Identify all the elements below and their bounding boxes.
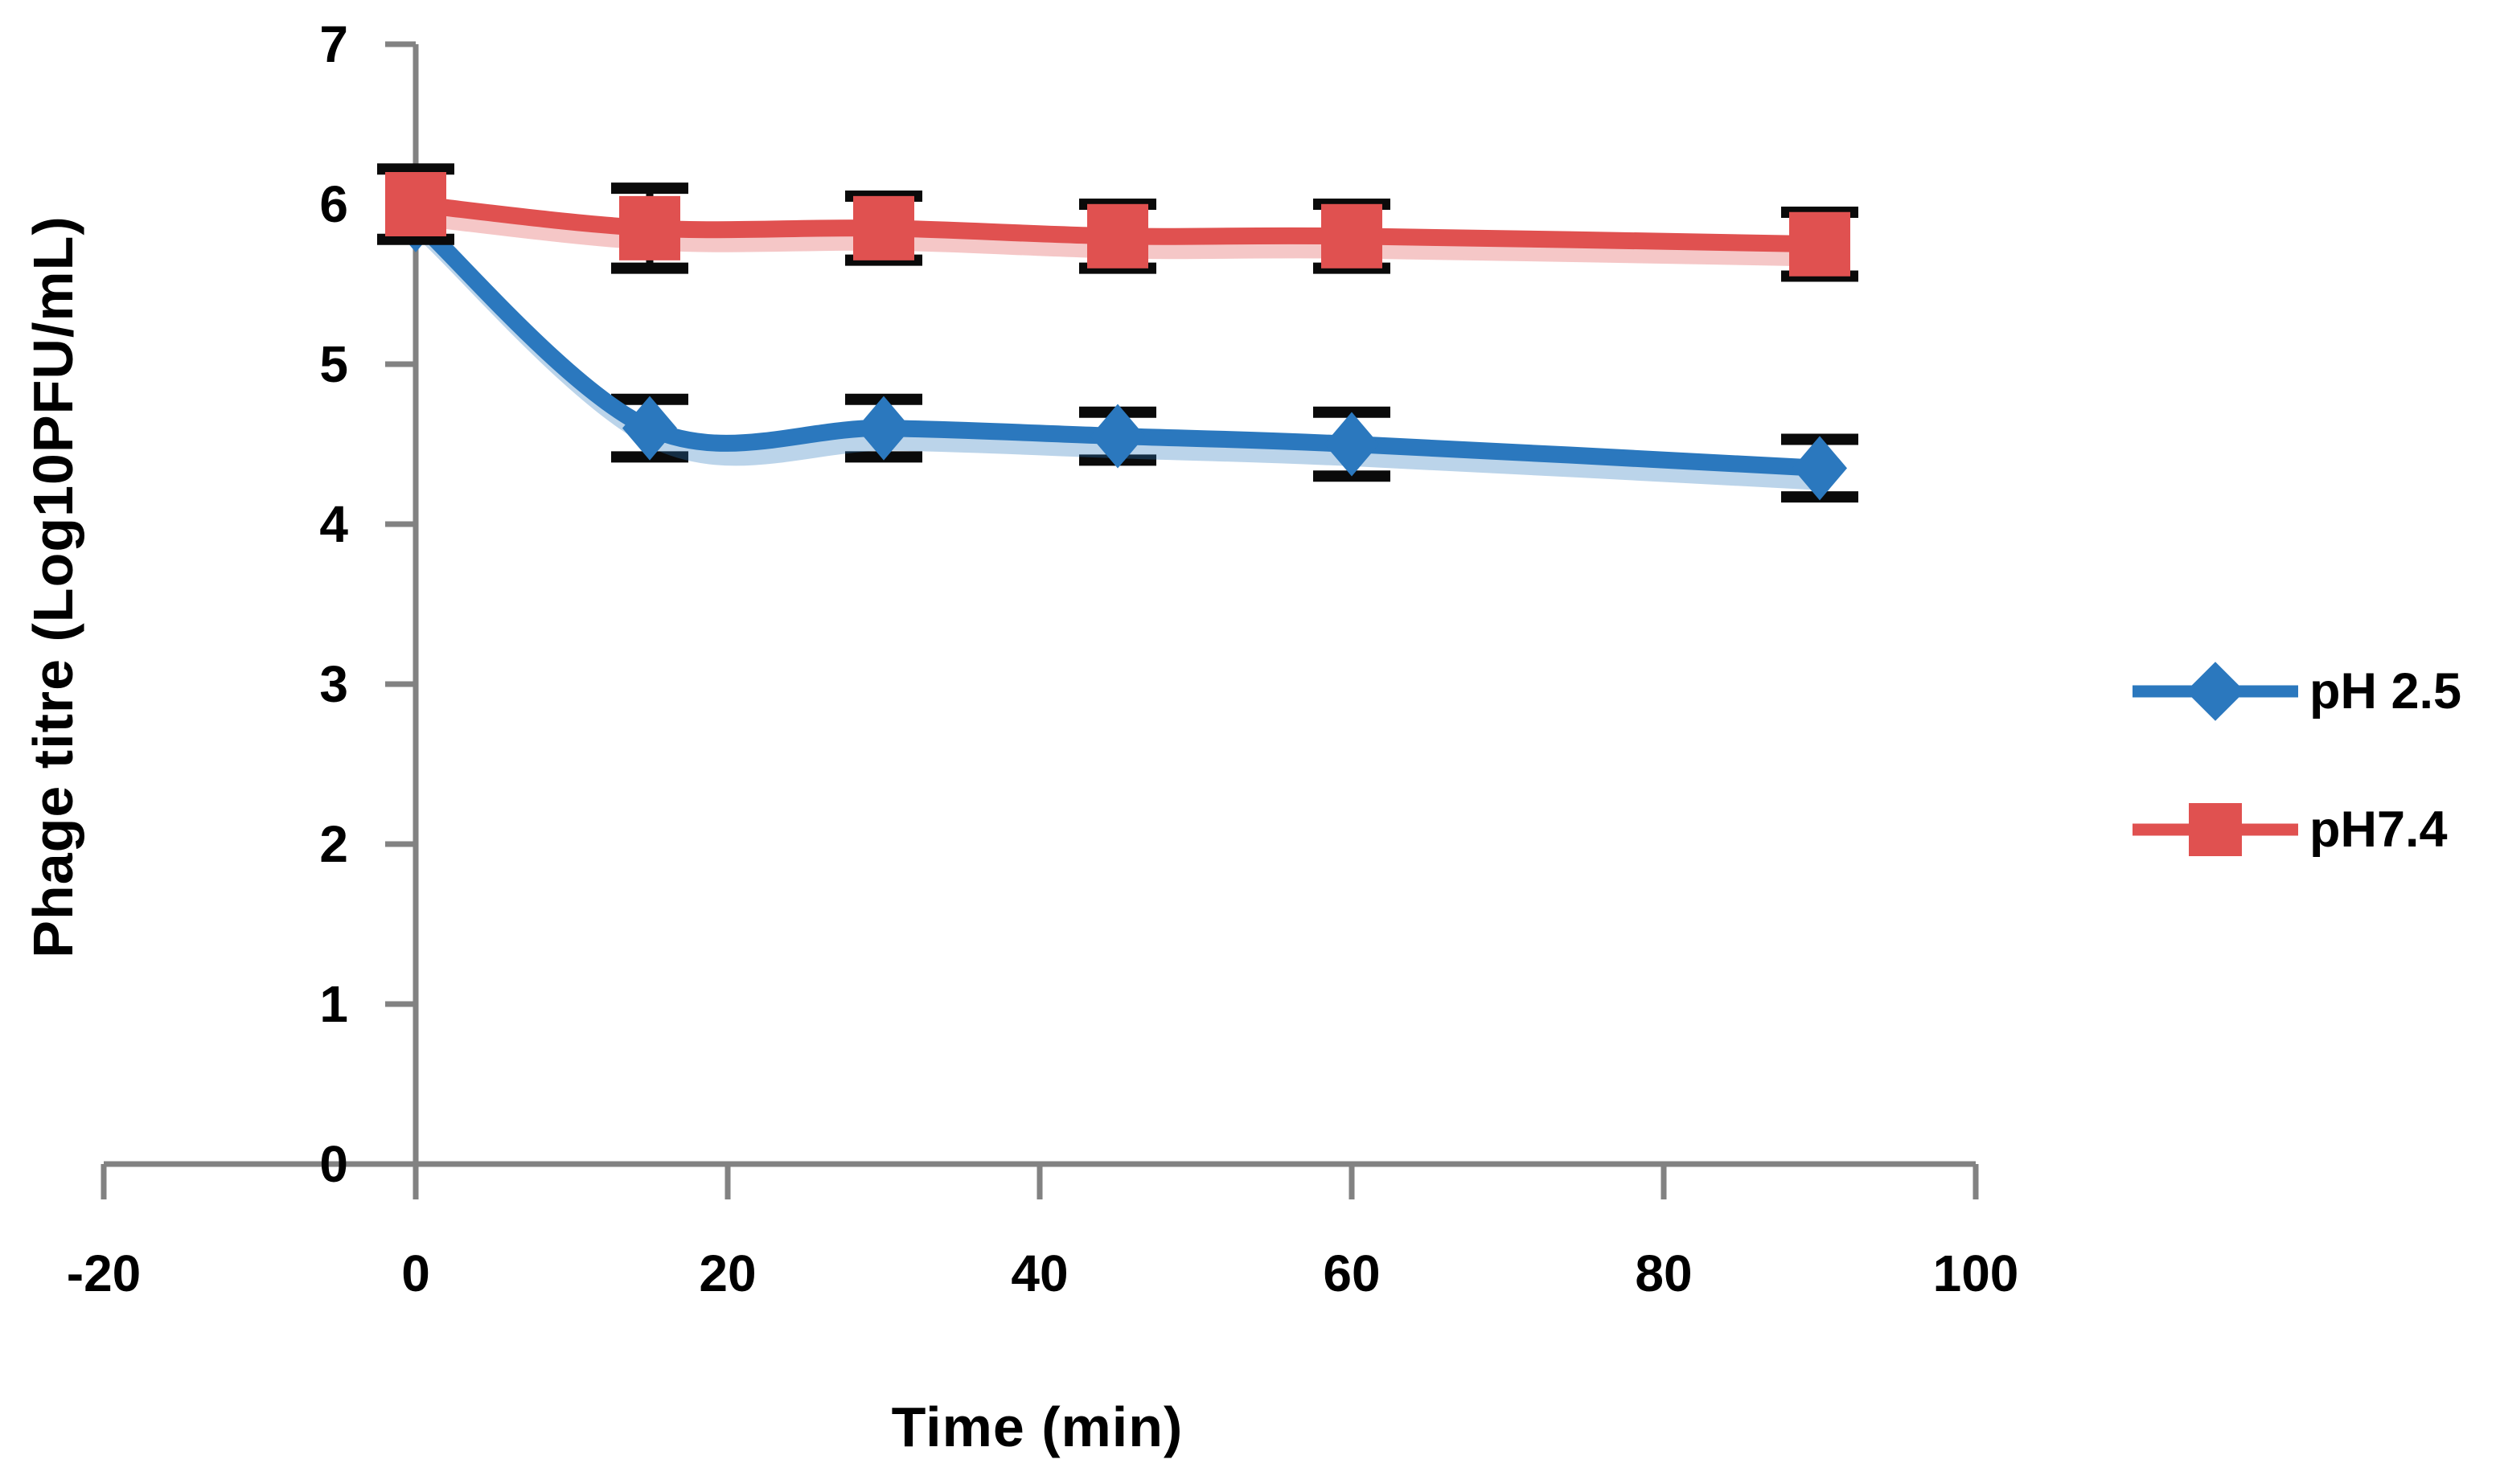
legend-label-ph7-4: pH7.4	[2309, 801, 2448, 858]
square-marker-icon	[1321, 203, 1382, 269]
x-tick-label: 60	[1323, 1244, 1380, 1302]
series-ph25	[388, 187, 1858, 503]
series-ph74	[377, 163, 1858, 282]
y-tick-label: 7	[319, 15, 348, 73]
x-tick-label: 100	[1933, 1244, 2019, 1302]
y-tick-label: 0	[319, 1135, 348, 1193]
legend: pH 2.5 pH7.4	[2133, 661, 2461, 860]
diamond-marker-icon	[1792, 436, 1847, 501]
legend-item-ph2-5: pH 2.5	[2133, 661, 2461, 722]
square-marker-icon	[1087, 203, 1148, 269]
y-tick-label: 2	[319, 815, 348, 873]
x-tick-label: 0	[401, 1244, 430, 1302]
y-tick-label: 3	[319, 655, 348, 713]
diamond-marker-icon	[1090, 404, 1145, 469]
x-tick-label: 40	[1011, 1244, 1068, 1302]
square-marker-icon	[2189, 803, 2242, 856]
square-marker-icon	[853, 195, 914, 260]
y-axis-title: Phage titre (Log10PFU/mL)	[22, 215, 84, 958]
axes	[101, 41, 1979, 1199]
square-marker-icon	[1789, 211, 1850, 277]
tick-labels: 0 1 2 3 4 5 6 7 -20 0 20 40 60 80 100	[67, 15, 2019, 1302]
diamond-marker-icon	[1324, 412, 1379, 477]
diamond-marker-icon	[622, 396, 677, 461]
y-tick-label: 6	[319, 175, 348, 233]
legend-swatch-ph2-5	[2133, 661, 2298, 722]
legend-item-ph7-4: pH7.4	[2133, 799, 2461, 860]
x-axis-title: Time (min)	[891, 1396, 1184, 1458]
legend-label-ph2-5: pH 2.5	[2309, 663, 2462, 719]
y-tick-label: 1	[319, 975, 348, 1033]
diamond-marker-icon	[856, 396, 911, 461]
series-line	[407, 211, 1829, 477]
x-tick-label: -20	[67, 1244, 142, 1302]
legend-swatch-ph7-4	[2133, 799, 2298, 860]
y-tick-label: 5	[319, 335, 348, 393]
y-tick-label: 4	[319, 495, 348, 553]
x-tick-label: 20	[699, 1244, 756, 1302]
square-marker-icon	[619, 195, 680, 260]
diamond-marker-icon	[2186, 662, 2245, 721]
x-tick-label: 80	[1635, 1244, 1692, 1302]
square-marker-icon	[385, 172, 446, 236]
